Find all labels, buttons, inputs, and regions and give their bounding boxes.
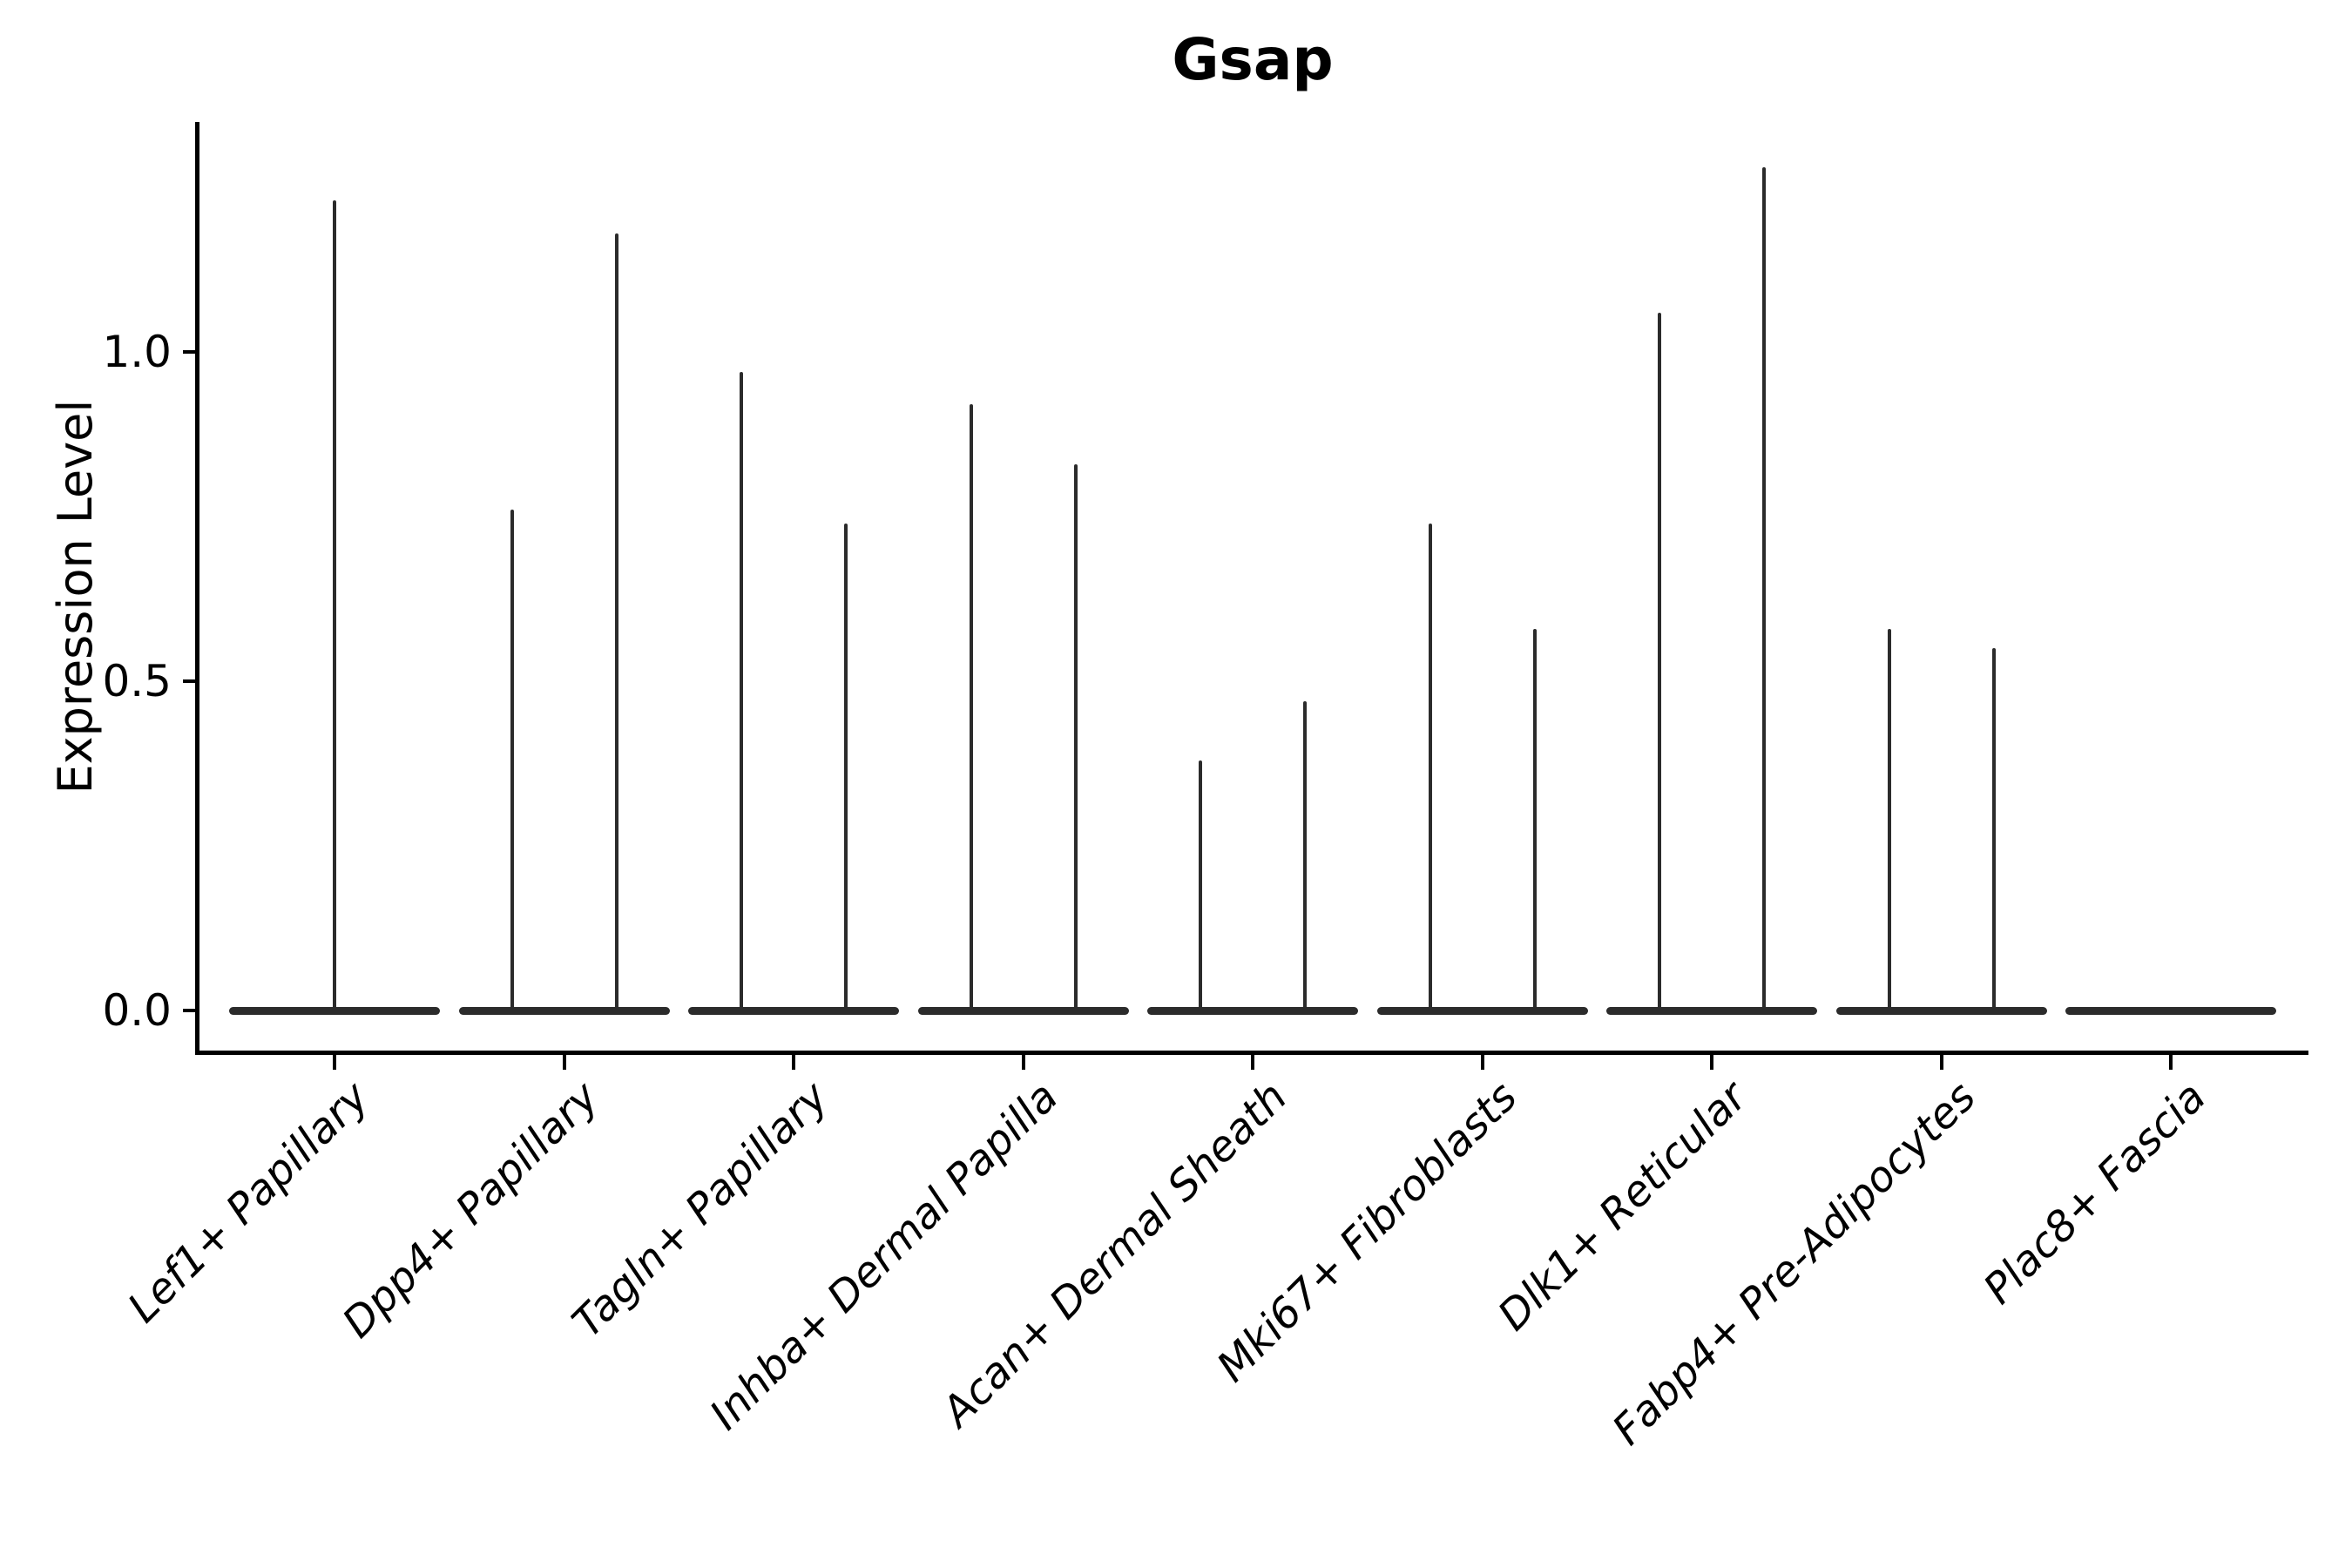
x-tick (792, 1054, 795, 1070)
violin-spike (1073, 463, 1078, 1013)
y-axis-label: Expression Level (48, 399, 103, 794)
y-tick (183, 350, 196, 354)
violin-base (917, 1006, 1129, 1015)
violin-base (458, 1006, 670, 1015)
y-tick-label: 0.5 (102, 656, 172, 706)
x-tick (1939, 1054, 1943, 1070)
x-axis-spine (195, 1051, 2308, 1055)
violin-spike (510, 510, 514, 1013)
x-tick (2169, 1054, 2173, 1070)
x-tick (1710, 1054, 1713, 1070)
x-tick-label: Dlk1+ Reticular (1488, 1072, 1756, 1341)
violin-spike (1887, 628, 1891, 1013)
x-tick-label: Plac8+ Fascia (1974, 1072, 2215, 1314)
y-tick (183, 679, 196, 683)
violin-base (1606, 1006, 1817, 1015)
violin-spike (1658, 312, 1661, 1013)
chart-title: Gsap (1172, 26, 1334, 93)
x-tick (562, 1054, 566, 1070)
violin-base (1835, 1006, 2047, 1015)
x-tick (333, 1054, 336, 1070)
violin-spike (1991, 648, 1996, 1013)
violin-base (2065, 1006, 2276, 1015)
y-axis-spine (195, 122, 199, 1055)
x-tick-label: Lef1+ Papillary (118, 1072, 379, 1333)
violin-spike (1428, 523, 1432, 1013)
violin-spike (1303, 700, 1307, 1013)
x-tick (1251, 1054, 1254, 1070)
x-tick (1021, 1054, 1025, 1070)
y-tick-label: 0.0 (102, 985, 172, 1036)
x-tick (1480, 1054, 1484, 1070)
violin-base (1147, 1006, 1358, 1015)
violin-base (1376, 1006, 1588, 1015)
violin-spike (614, 233, 618, 1013)
y-tick-label: 1.0 (102, 327, 172, 377)
violin-spike (844, 523, 848, 1013)
violin-spike (333, 200, 336, 1013)
violin-spike (1532, 628, 1537, 1013)
y-tick (183, 1009, 196, 1012)
violin-spike (1762, 167, 1766, 1013)
violin-spike (969, 404, 973, 1013)
violin-spike (1199, 760, 1202, 1013)
x-tick-label: Dpp4+ Papillary (333, 1072, 609, 1348)
x-tick-label: Tagln+ Papillary (563, 1072, 838, 1348)
violin-spike (740, 371, 743, 1013)
violin-base (688, 1006, 899, 1015)
